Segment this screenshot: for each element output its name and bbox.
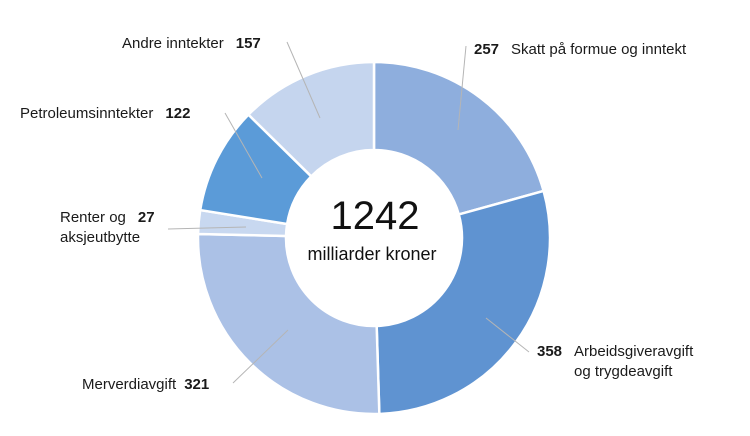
slice-name-3: Renter og aksjeutbytte [60,209,140,246]
leader-line-3 [167,226,247,230]
slice-label-0: 257 Skatt på formue og inntekt [474,41,687,58]
slice-0 [372,60,546,217]
slice-label-4: Petroleumsinntekter 122 [20,105,190,122]
slice-label-5: Andre inntekter 157 [122,35,261,52]
leader-lines [167,41,530,384]
slice-1 [375,189,552,416]
leader-line-2 [232,329,289,384]
leader-line-4 [224,112,263,179]
slice-label-1: 358 Arbeidsgiveravgift og trygdeavgift [537,343,694,380]
slice-value-2: 321 [184,376,209,393]
slice-name-2: Merverdiavgift [82,376,177,393]
donut-slices [196,60,552,416]
slice-5 [246,60,376,179]
slice-value-1: 358 [537,343,562,360]
leader-line-5 [286,41,321,119]
leader-line-0 [457,45,467,131]
center-total: 1242 [331,194,420,238]
slice-value-0: 257 [474,41,499,58]
slice-value-4: 122 [165,105,190,122]
center-unit: milliarder kroner [307,244,436,264]
leader-line-1 [485,317,530,353]
slice-2 [196,232,381,416]
slice-name-5: Andre inntekter [122,35,224,52]
slice-labels: 257 Skatt på formue og inntekt 358 Arbeidsg… [20,35,694,393]
slice-name-4: Petroleumsinntekter [20,105,153,122]
slice-value-5: 157 [236,35,261,52]
slice-label-2: Merverdiavgift 321 [82,376,209,393]
slice-name-1: Arbeidsgiveravgift og trygdeavgift [574,343,694,380]
slice-name-0: Skatt på formue og inntekt [511,41,687,58]
slice-value-3: 27 [138,209,155,226]
